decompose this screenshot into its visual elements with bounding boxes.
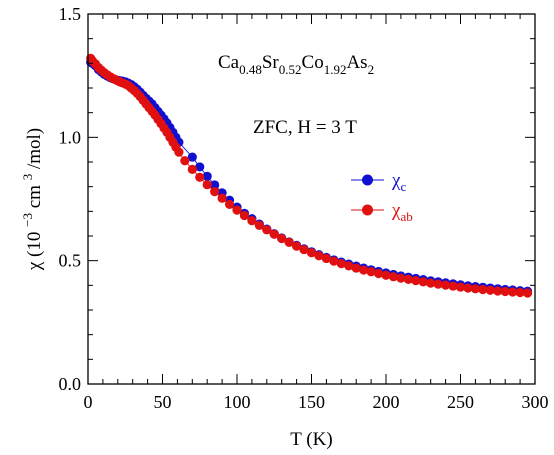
data-point (210, 187, 220, 197)
data-point (418, 277, 428, 287)
data-point (247, 216, 257, 226)
data-point (485, 285, 495, 295)
data-point (262, 225, 272, 235)
data-point (232, 205, 242, 215)
data-point (314, 251, 324, 261)
series-line (90, 61, 528, 292)
formula-co: Co (302, 52, 324, 73)
x-tick-label: 250 (447, 392, 474, 412)
data-point (388, 272, 399, 282)
x-tick-label: 50 (154, 392, 172, 412)
data-point (277, 233, 287, 244)
data-point (381, 270, 391, 280)
legend-label-chi-c-sub: c (400, 179, 406, 194)
series-chi-ab (86, 53, 533, 298)
y-axis-label-suffix: /mol) (24, 128, 45, 169)
y-axis-label-prefix: χ (10 (24, 232, 45, 272)
data-point (269, 229, 279, 239)
x-tick-label: 300 (522, 392, 549, 412)
data-point (174, 147, 184, 157)
data-point (224, 199, 235, 210)
x-tick-label: 0 (84, 392, 93, 412)
x-tick-label: 150 (298, 392, 325, 412)
data-point (306, 248, 317, 258)
y-axis-label-exp1: −3 (20, 213, 35, 227)
data-point (441, 280, 451, 290)
data-point (195, 172, 205, 182)
formula-ca-sub: 0.48 (239, 62, 262, 77)
legend-label-chi-ab: χab (391, 200, 413, 224)
legend-label-chi-ab-sub: ab (400, 209, 412, 224)
formula-annotation: Ca0.48Sr0.52Co1.92As2 (218, 52, 374, 77)
data-point (396, 273, 406, 283)
data-point (292, 241, 302, 251)
data-point (366, 267, 376, 277)
legend-marker-chi-ab (362, 204, 373, 216)
y-tick-label: 0.5 (59, 251, 82, 271)
y-axis-label-exp2: 3 (20, 174, 35, 181)
data-point (254, 220, 264, 230)
condition-annotation: ZFC, H = 3 T (253, 117, 357, 138)
x-tick-label: 100 (224, 392, 251, 412)
formula-co-sub: 1.92 (324, 62, 347, 77)
y-tick-label: 1.0 (59, 127, 82, 147)
data-point (239, 210, 250, 221)
formula-sr-sub: 0.52 (279, 62, 302, 77)
data-point (202, 171, 212, 181)
data-point (500, 286, 510, 297)
data-point (359, 265, 369, 275)
data-point (329, 256, 339, 266)
data-point (344, 261, 354, 271)
legend-label-chi-c-base: χ (391, 170, 401, 191)
data-point (336, 259, 346, 269)
y-tick-label: 1.5 (59, 4, 82, 24)
data-point (217, 193, 227, 203)
legend-item-chi-c: χc (351, 170, 406, 194)
data-point (448, 281, 458, 291)
series-layer (86, 53, 533, 298)
formula-as-sub: 2 (368, 62, 375, 77)
data-point (299, 244, 309, 255)
series-chi-c (86, 57, 533, 296)
legend-label-chi-ab-base: χ (391, 200, 401, 221)
data-point (433, 279, 443, 289)
data-point (284, 237, 294, 248)
ticks-layer: 0 50 100 150 200 250 300 0.0 0.5 1.0 1.5 (59, 4, 549, 412)
formula-ca: Ca (218, 52, 240, 73)
data-point (470, 284, 480, 294)
data-point (351, 263, 361, 273)
series-line (90, 58, 528, 294)
legend-label-chi-c: χc (391, 170, 406, 194)
data-point (463, 283, 473, 293)
data-point (508, 287, 518, 297)
data-point (321, 253, 331, 264)
data-point (180, 156, 190, 166)
data-point (493, 286, 503, 296)
formula-sr: Sr (262, 52, 280, 73)
x-tick-label: 200 (373, 392, 400, 412)
y-tick-label: 0.0 (59, 374, 82, 394)
x-axis-label: T (K) (290, 429, 332, 450)
data-point (411, 276, 421, 286)
data-point (202, 180, 212, 190)
data-point (455, 282, 466, 292)
legend-item-chi-ab: χab (351, 200, 413, 224)
data-point (478, 284, 488, 295)
data-point (195, 162, 205, 172)
y-axis-label-mid: cm (24, 185, 45, 208)
data-point (187, 164, 197, 174)
data-point (515, 287, 525, 298)
data-point (403, 274, 413, 285)
legend-marker-chi-c (362, 174, 373, 186)
data-point (210, 180, 220, 190)
legend: χc χab (351, 170, 413, 224)
data-point (373, 268, 384, 279)
formula-as: As (346, 52, 367, 73)
data-point (522, 288, 533, 298)
y-axis-label: χ (10 −3 cm 3 /mol) (16, 128, 45, 271)
data-point (426, 278, 436, 288)
data-point (187, 152, 197, 162)
